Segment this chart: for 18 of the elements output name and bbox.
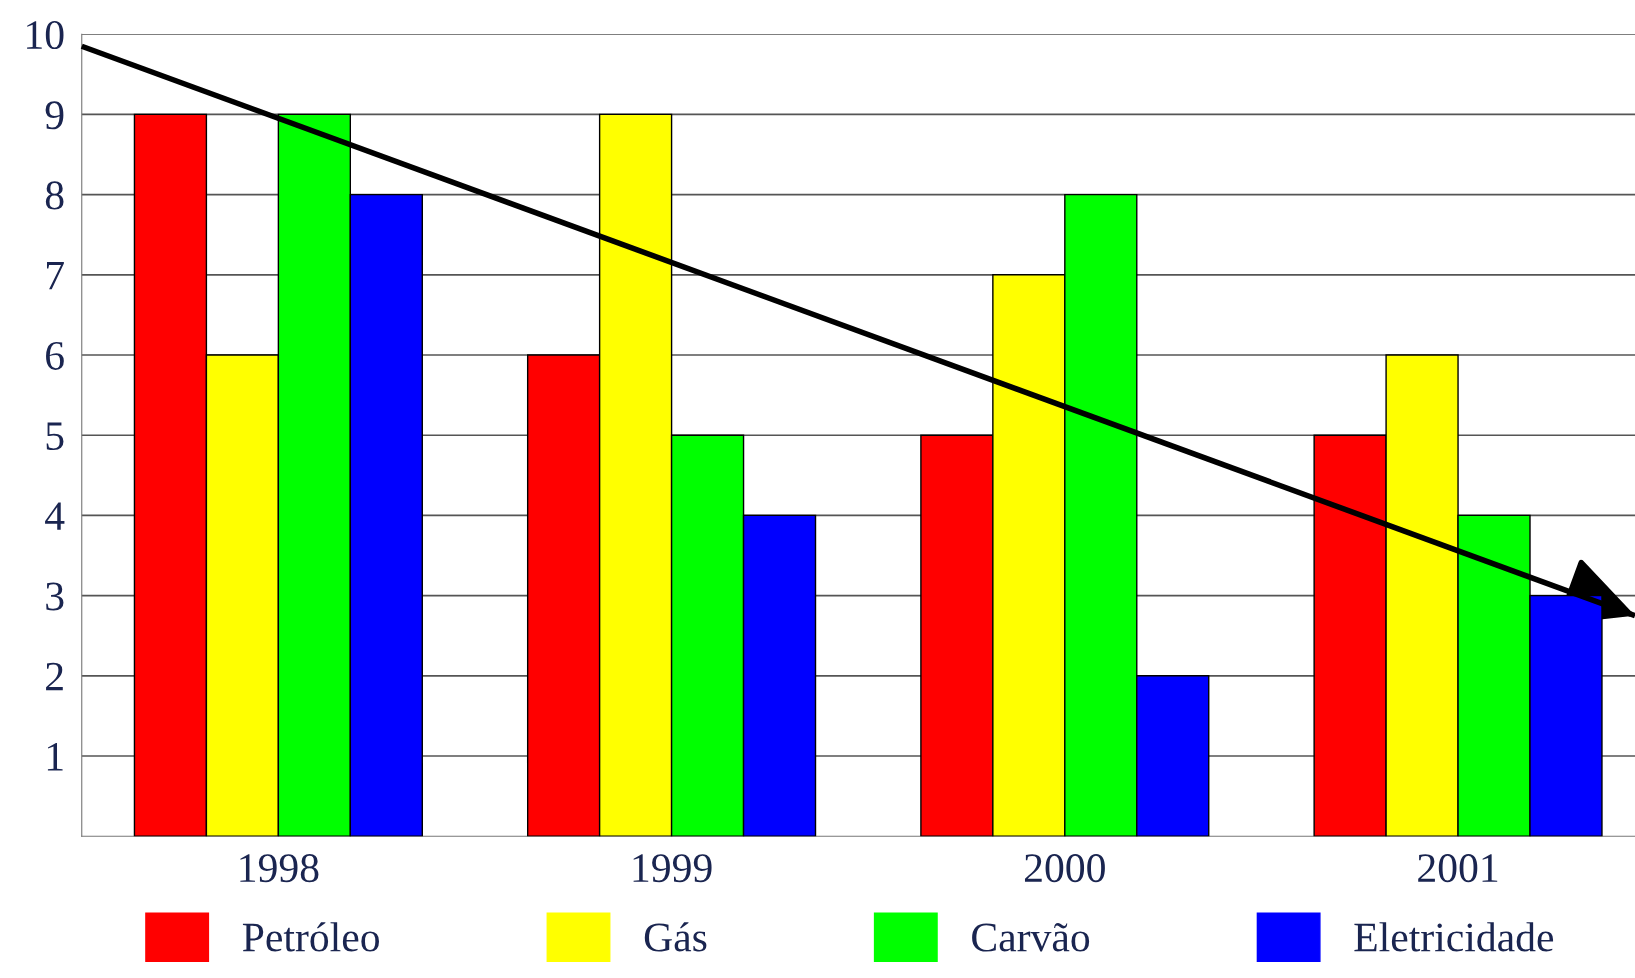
- y-tick-label: 7: [47, 261, 64, 290]
- x-tick-label: 1998: [240, 854, 319, 883]
- y-tick-label: 6: [46, 341, 64, 370]
- y-tick-label: 2: [46, 662, 63, 691]
- y-tick-label: 8: [45, 181, 64, 210]
- y-tick-label: 1: [47, 742, 63, 771]
- legend-label: Petróleo: [242, 922, 379, 952]
- x-tick-label: 2001: [1418, 854, 1498, 883]
- x-tick-label: 2000: [1024, 854, 1105, 883]
- y-tick-label: 4: [45, 502, 65, 530]
- y-tick-label: 5: [46, 422, 64, 451]
- legend-label: Carvão: [972, 923, 1090, 952]
- x-tick-label: 1999: [633, 854, 712, 883]
- y-tick-label: 9: [45, 101, 64, 130]
- legend-label: Eletricidade: [1354, 922, 1554, 952]
- y-tick-label: 3: [46, 582, 64, 611]
- y-tick-label: 10: [27, 20, 64, 50]
- legend-label: Gás: [644, 922, 707, 952]
